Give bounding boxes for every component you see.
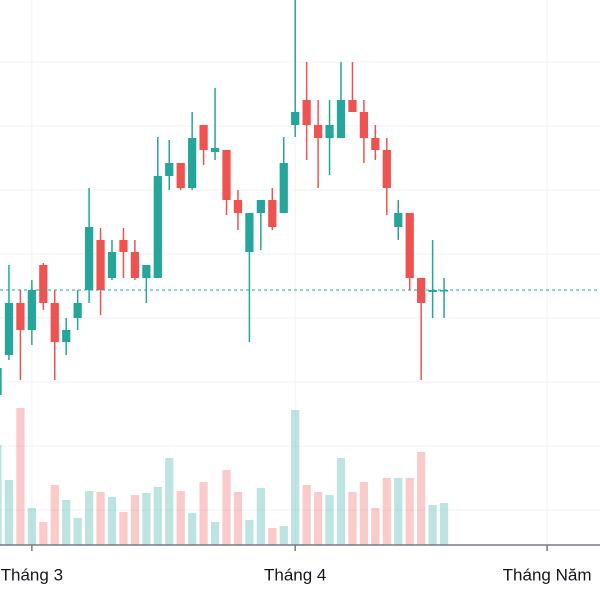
volume-bar [16,408,25,545]
volume-bar [119,512,128,545]
volume-bar [0,445,2,545]
volume-bar [4,480,14,545]
candle-body [371,138,380,150]
volume-bar [222,470,231,545]
volume-bar [62,500,71,545]
candle-body [130,252,140,278]
candle-body [382,150,391,188]
candle-body [0,368,2,395]
volume-bar [313,492,323,545]
candle-body [336,100,346,138]
candle-body [256,200,265,213]
volume-bar [233,492,243,545]
volume-bar [84,491,94,545]
candle-body [245,213,254,252]
candle-body [394,213,403,227]
volume-bar [176,491,185,545]
volume-bar [336,458,346,545]
candle-body [279,163,288,213]
volume-bar [27,508,36,545]
candle-body [325,125,334,138]
volume-bar [359,482,369,545]
volume-bar [439,503,449,545]
volume-bar [199,482,208,545]
volume-bar [245,520,254,545]
candle-body [313,125,323,138]
candle-body [96,240,105,290]
candle-body [291,112,300,125]
candle-body [210,148,220,152]
volume-bar [268,528,277,545]
candle-body [439,290,449,292]
candle-body [62,330,71,342]
volume-bar [165,458,174,545]
volume-bar [302,485,311,545]
volume-bar [428,505,437,545]
x-tick-label: Tháng 4 [264,565,326,584]
candle-body [176,163,185,188]
candle-body [16,303,25,330]
candle-body [27,290,36,330]
candle-body [153,176,162,278]
volume-bar [96,492,105,545]
volume-bar [417,452,426,545]
volume-bar [325,495,334,545]
volume-bar [188,513,197,545]
candle-body [199,125,208,150]
candle-body [165,163,174,176]
candle-body [39,265,48,303]
volume-bar [382,478,391,545]
candle-body [268,200,277,227]
candle-body [405,213,414,278]
candle-body [359,112,369,138]
candle-body [188,138,197,188]
volume-bar [142,493,151,545]
volume-bar [394,478,403,545]
candle-body [233,200,243,213]
volume-bar [153,487,162,545]
candle-body [302,100,311,125]
candle-body [73,303,82,318]
candle-body [142,265,151,278]
candle-body [119,240,128,252]
volume-bar [405,478,414,545]
x-tick-label: Tháng 3 [1,565,63,584]
volume-bar [130,495,140,545]
volume-bar [291,410,300,545]
candle-body [107,252,117,278]
volume-bar [210,522,220,545]
candle-body [222,150,231,200]
volume-bar [73,518,82,545]
volume-bar [107,497,117,545]
candle-body [4,303,14,355]
candle-body [84,227,94,290]
candle-body [50,303,59,342]
candle-body [348,100,357,112]
volume-bar [348,492,357,545]
volume-bar [39,522,48,545]
volume-bar [371,508,380,545]
candle-body [428,290,437,292]
volume-bar [279,526,288,545]
x-tick-label: Tháng Năm [503,565,592,584]
volume-bar [256,488,265,545]
volume-bar [50,485,59,545]
